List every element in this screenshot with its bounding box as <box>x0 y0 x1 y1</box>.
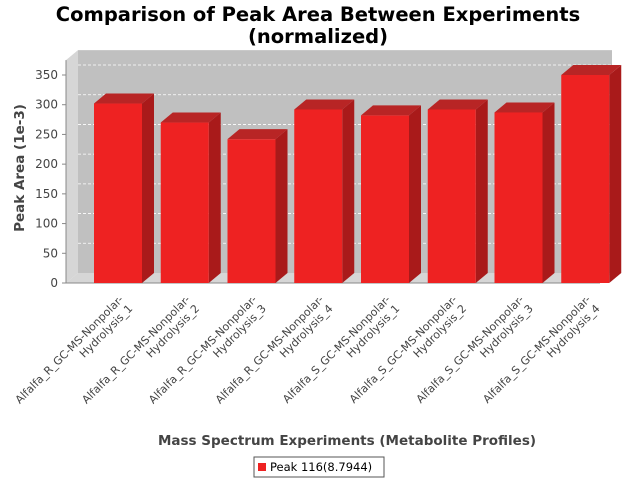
x-axis-categories: Alfalfa_R_GC-MS-Nonpolar-Hydrolysis_1Alf… <box>13 293 603 416</box>
bar-top <box>427 99 488 110</box>
bar-group <box>94 93 154 283</box>
bar-group <box>427 99 488 284</box>
y-tick-label: 50 <box>43 246 58 260</box>
legend-swatch <box>258 463 266 471</box>
bar-top <box>294 99 355 110</box>
bar-group <box>561 65 622 283</box>
x-category-label: Alfalfa_R_GC-MS-Nonpolar-Hydrolysis_1 <box>13 293 136 416</box>
bar <box>294 109 343 284</box>
y-tick-label: 150 <box>35 187 58 201</box>
x-axis-label: Mass Spectrum Experiments (Metabolite Pr… <box>158 433 536 449</box>
bar-group <box>227 129 288 283</box>
bar-side <box>409 105 421 283</box>
chart-title-line-2: (normalized) <box>248 25 388 48</box>
bar-side <box>542 102 555 283</box>
bars <box>94 65 622 284</box>
y-tick-label: 200 <box>35 157 58 171</box>
bar-side <box>609 65 622 283</box>
y-axis-label: Peak Area (1e-3) <box>12 104 28 232</box>
y-tick-label: 350 <box>35 68 58 82</box>
bar-top <box>561 65 622 75</box>
bar <box>94 103 142 283</box>
bar-top <box>160 112 221 123</box>
legend: Peak 116(8.7944) <box>253 456 385 478</box>
bar-top <box>94 93 154 104</box>
bar <box>160 122 209 284</box>
bar <box>494 112 543 283</box>
y-tick-label: 250 <box>35 127 58 141</box>
bar-side <box>342 99 355 284</box>
bar-top <box>227 129 288 140</box>
bar-top <box>361 105 421 116</box>
y-tick-label: 300 <box>35 98 58 112</box>
legend-label: Peak 116(8.7944) <box>270 460 372 474</box>
bar-side <box>208 112 221 284</box>
chart-title-line-1: Comparison of Peak Area Between Experime… <box>56 3 580 26</box>
bar-side <box>142 93 154 283</box>
bar-side <box>475 99 488 284</box>
bar-group <box>494 102 555 283</box>
plot-side-wall <box>66 50 78 284</box>
bar-group <box>294 99 355 284</box>
y-tick-label: 0 <box>50 276 58 290</box>
bar-side <box>275 129 288 283</box>
bar <box>561 75 610 283</box>
x-category-label-line: Alfalfa_R_GC-MS-Nonpolar- <box>13 293 126 406</box>
bar <box>427 109 476 284</box>
bar <box>361 115 409 283</box>
bar <box>227 139 276 283</box>
y-tick-label: 100 <box>35 217 58 231</box>
bar-group <box>361 105 421 283</box>
bar-group <box>160 112 221 284</box>
y-axis-ticks: 0 50 100 150 200 250 300 350 <box>35 68 66 290</box>
bar-top <box>494 102 555 113</box>
legend-box <box>253 456 385 478</box>
